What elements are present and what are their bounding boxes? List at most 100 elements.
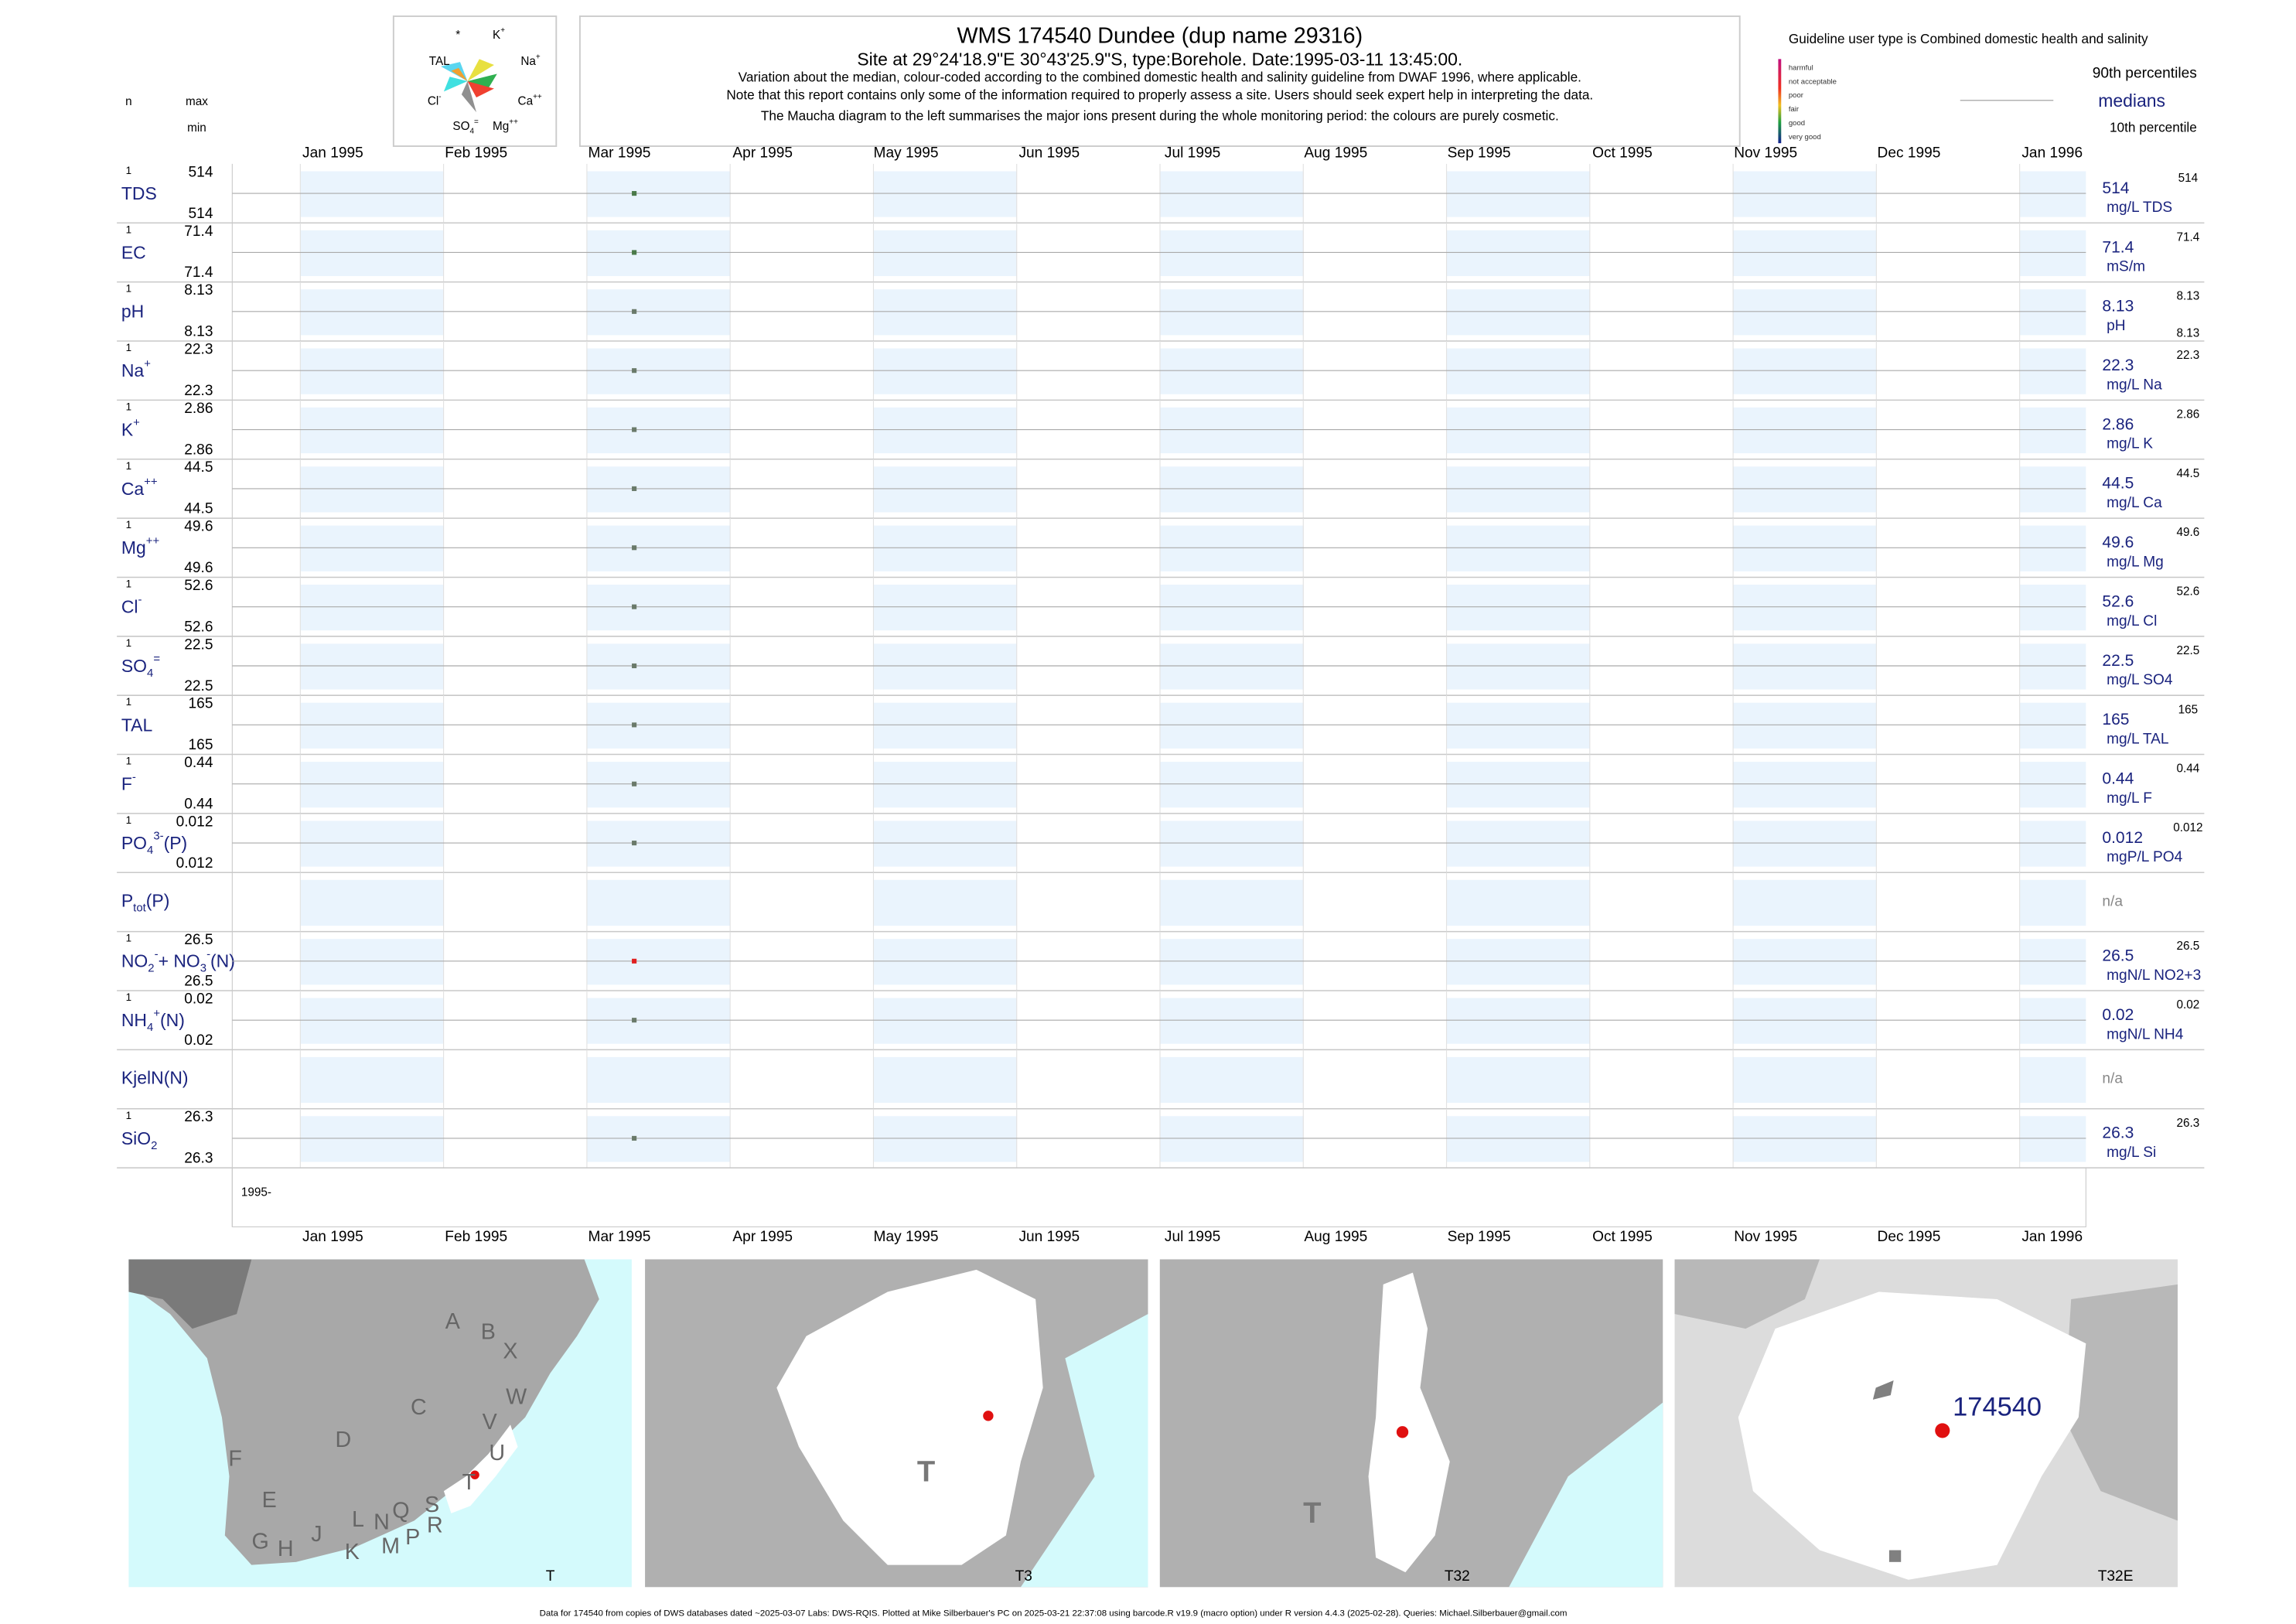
n-label: 1	[126, 1110, 131, 1121]
month-shade	[873, 821, 1017, 867]
p90-value: 0.02	[2176, 998, 2199, 1012]
max-label: 514	[189, 164, 213, 180]
region-label: P	[405, 1525, 420, 1550]
median-value: 71.4	[2102, 238, 2134, 256]
month-shade	[1733, 289, 1877, 336]
maucha-label: Na+	[520, 53, 541, 68]
maucha-label: Mg++	[493, 118, 518, 133]
month-shade	[1446, 939, 1590, 985]
month-shade	[873, 879, 1017, 926]
sample-point	[632, 663, 637, 669]
label-part: 3	[200, 963, 206, 975]
label-part: K	[493, 29, 501, 42]
month-shade	[586, 998, 731, 1044]
month-shade	[1733, 525, 1877, 571]
column-head: max	[186, 95, 208, 108]
map-region-label: T	[917, 1455, 935, 1488]
month-shade	[300, 1116, 444, 1162]
month-shade	[873, 1056, 1017, 1104]
unit: mgN/L NH4	[2107, 1026, 2184, 1042]
label-part: KjelN(N)	[121, 1068, 189, 1088]
label-part: NO	[121, 951, 148, 971]
region-label: S	[425, 1493, 439, 1517]
month-shade	[1446, 998, 1590, 1044]
month-shade	[300, 289, 444, 336]
subtitle: Site at 29°24'18.9"E 30°43'25.9"S, type:…	[857, 49, 1462, 69]
label-part: 2	[151, 1140, 157, 1152]
month-shade	[1159, 289, 1304, 336]
month-shade	[873, 407, 1017, 454]
label-part: -	[132, 771, 136, 783]
month-shade	[2019, 643, 2086, 690]
parameter-label: Ca++	[121, 476, 158, 498]
month-shade	[586, 879, 731, 926]
month-shade	[586, 466, 731, 513]
maucha-label: K+	[493, 26, 505, 42]
month-shade	[300, 407, 444, 454]
label-part: (N)	[160, 1010, 185, 1030]
month-shade	[2019, 585, 2086, 631]
month-shade	[300, 585, 444, 631]
month-shade	[1446, 1116, 1590, 1162]
min-label: 71.4	[184, 264, 213, 281]
month-shade	[1446, 289, 1590, 336]
n-label: 1	[126, 223, 131, 235]
n-label: 1	[126, 814, 131, 826]
median-value: 44.5	[2102, 475, 2134, 493]
map-region-label: T	[1303, 1496, 1321, 1530]
parameter-label: TAL	[121, 715, 152, 735]
n-label: 1	[126, 342, 131, 353]
month-shade	[1159, 643, 1304, 690]
label-part: +	[500, 26, 505, 35]
p90-value: 26.3	[2176, 1117, 2199, 1130]
median-legend: medians	[2098, 90, 2165, 111]
month-label: Jul 1995	[1165, 1229, 1220, 1245]
label-part: -	[138, 594, 142, 606]
month-shade	[586, 525, 731, 571]
month-label: Dec 1995	[1878, 145, 1941, 162]
p10-legend: 10th percentile	[2110, 120, 2197, 135]
label-part: + NO	[159, 951, 200, 971]
month-shade	[1159, 998, 1304, 1044]
max-label: 22.3	[184, 342, 213, 358]
sample-point	[632, 368, 637, 374]
p90-value: 514	[2178, 172, 2199, 185]
month-shade	[300, 879, 444, 926]
month-shade	[2019, 762, 2086, 808]
median-value: 52.6	[2102, 592, 2134, 610]
parameter-label: Na+	[121, 358, 151, 380]
guideline-level: fair	[1789, 105, 1800, 114]
month-shade	[1159, 702, 1304, 749]
label-part: -	[438, 92, 441, 101]
site-label: 174540	[1953, 1392, 2042, 1421]
label-part: Na	[121, 360, 145, 380]
parameter-label: SiO2	[121, 1128, 158, 1152]
month-label: Jun 1995	[1018, 145, 1080, 162]
parameter-label: K+	[121, 417, 140, 439]
guideline-title: Guideline user type is Combined domestic…	[1789, 31, 2148, 46]
region-label: B	[481, 1320, 496, 1345]
month-shade	[1733, 998, 1877, 1044]
month-shade	[873, 762, 1017, 808]
label-part: Cl	[428, 95, 438, 108]
unit: mg/L Na	[2107, 377, 2162, 393]
month-shade	[1733, 585, 1877, 631]
label-part: Ca	[518, 95, 534, 108]
month-label: Jul 1995	[1165, 145, 1220, 162]
label-part: 2	[148, 963, 154, 975]
column-head: min	[187, 121, 206, 135]
sample-point	[632, 841, 637, 846]
month-shade	[2019, 348, 2086, 394]
n-label: 1	[126, 578, 131, 590]
parameter-label: Ptot(P)	[121, 891, 169, 915]
label-part: 4	[147, 1022, 153, 1034]
parameter-label: pH	[121, 302, 144, 322]
month-shade	[586, 585, 731, 631]
month-shade	[300, 762, 444, 808]
unit: mg/L Cl	[2107, 613, 2157, 629]
month-shade	[873, 466, 1017, 513]
p90-value: 52.6	[2176, 585, 2199, 599]
month-label: Dec 1995	[1878, 1229, 1941, 1245]
month-label: Jan 1996	[2021, 1229, 2083, 1245]
month-shade	[1733, 939, 1877, 985]
